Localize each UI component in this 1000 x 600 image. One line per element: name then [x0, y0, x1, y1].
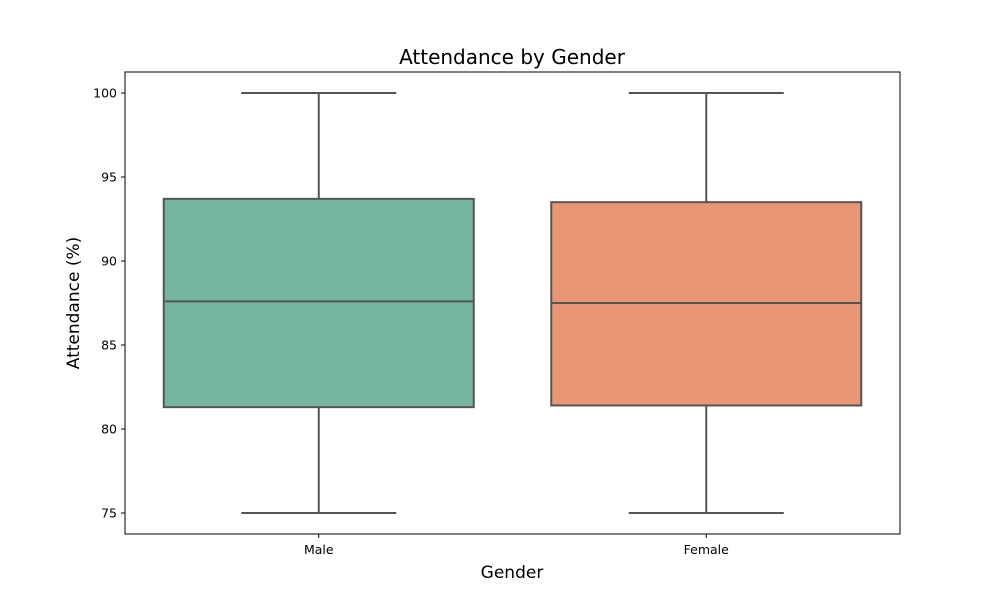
y-axis-label: Attendance (%): [64, 237, 84, 370]
x-axis-label: Gender: [481, 563, 544, 583]
y-tick-label-100: 100: [93, 86, 117, 101]
x-tick-label-female: Female: [684, 542, 730, 557]
iqr-box-male: [162, 197, 475, 409]
box-male: [162, 92, 475, 514]
x-tick-label-male: Male: [304, 542, 334, 557]
x-axis: Male Female: [304, 534, 729, 557]
boxes-layer: [162, 92, 863, 514]
y-axis: 75 80 85 90 95 100: [93, 86, 125, 521]
y-tick-label-90: 90: [101, 254, 117, 269]
y-tick-label-95: 95: [101, 170, 117, 185]
box-female: [550, 92, 863, 514]
y-tick-label-80: 80: [101, 422, 117, 437]
chart-title: Attendance by Gender: [399, 45, 626, 69]
y-tick-label-85: 85: [101, 338, 117, 353]
plot-frame: [124, 71, 901, 535]
y-tick-label-75: 75: [101, 506, 117, 521]
